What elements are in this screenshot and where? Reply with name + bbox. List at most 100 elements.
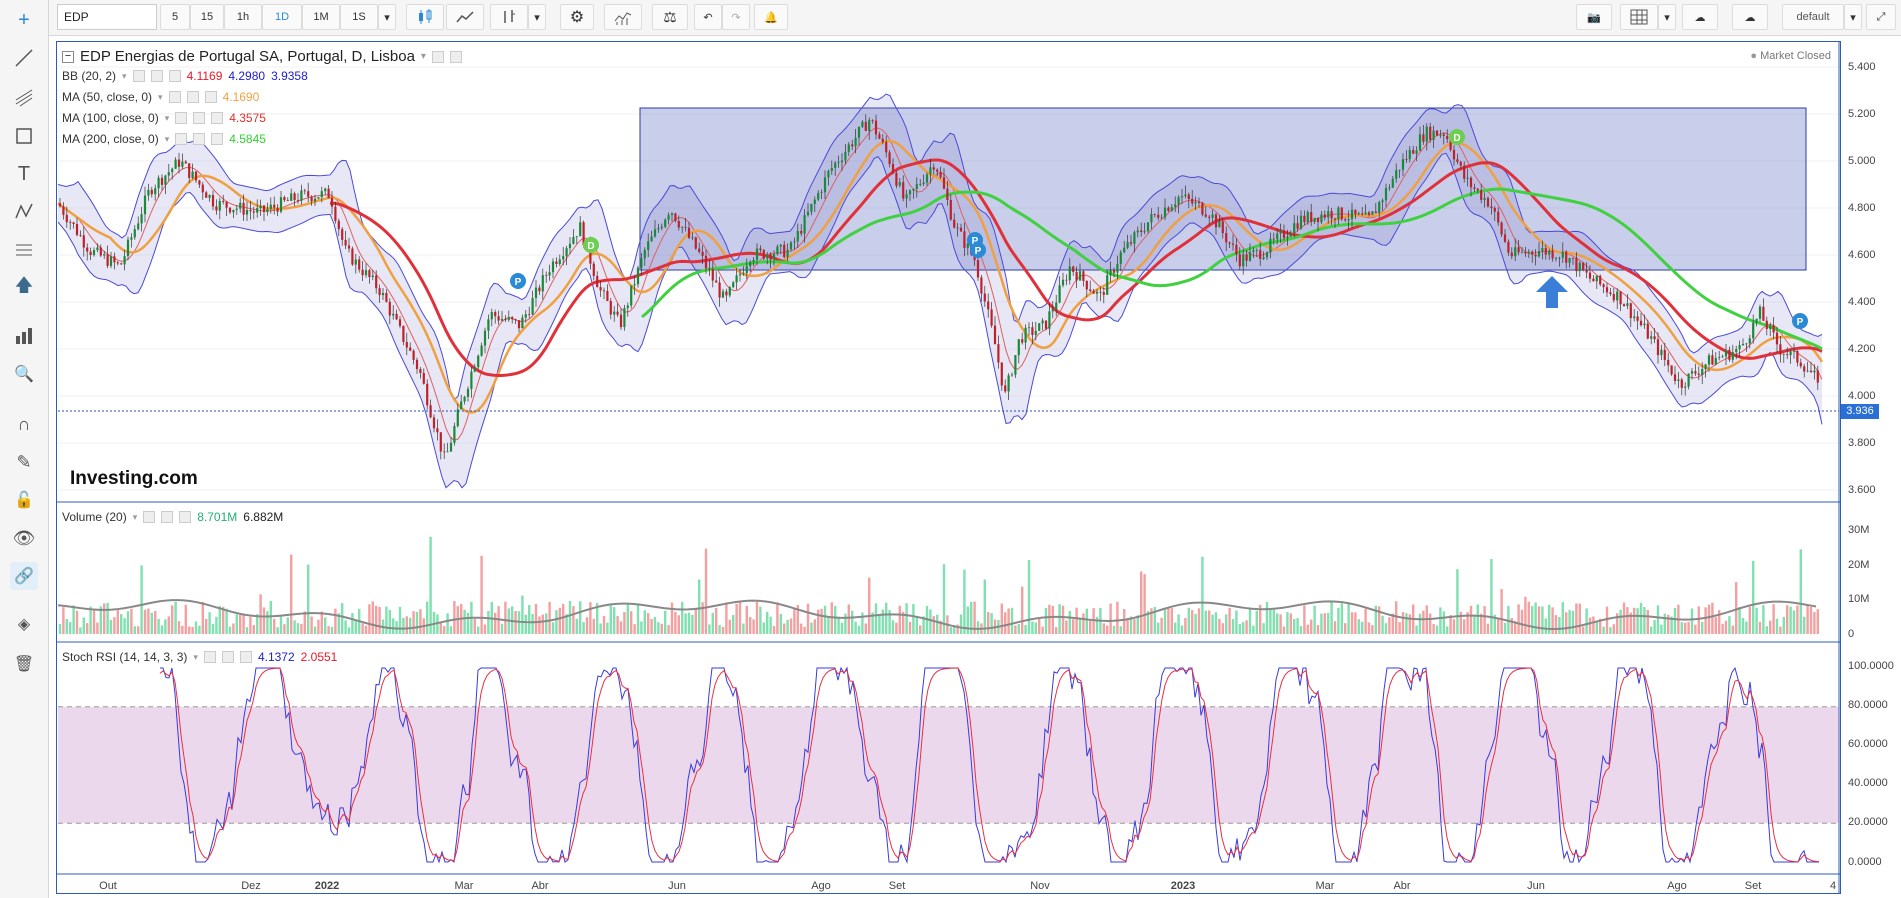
collapse-icon[interactable]: − (62, 50, 74, 63)
volume-bar (218, 605, 221, 634)
gear-icon[interactable] (449, 50, 462, 63)
candle-body (538, 287, 541, 292)
volume-bar (881, 609, 884, 634)
settings-button[interactable]: ⚙ (560, 4, 594, 30)
ma100-label[interactable]: MA (100, close, 0) (62, 111, 159, 125)
bb-label[interactable]: BB (20, 2) (62, 69, 117, 83)
text-tool[interactable]: T (10, 160, 38, 188)
candle-body (732, 282, 735, 288)
stay-drawing-tool[interactable]: ✎ (10, 448, 38, 476)
eye-icon[interactable] (203, 651, 216, 663)
hide-drawings-tool[interactable]: 👁 (10, 524, 38, 552)
pattern-tool[interactable] (10, 198, 38, 226)
fib-tool[interactable] (10, 236, 38, 264)
stoch-label[interactable]: Stoch RSI (14, 14, 3, 3) (62, 650, 188, 664)
gear-icon[interactable] (193, 133, 206, 145)
eye-icon[interactable] (175, 133, 188, 145)
interval-15[interactable]: 15 (190, 4, 224, 30)
gear-icon[interactable] (150, 70, 163, 82)
volume-label[interactable]: Volume (20) (62, 510, 127, 524)
chevron-down-icon[interactable]: ▾ (158, 91, 163, 102)
undo-button[interactable]: ↶ (694, 4, 722, 30)
close-icon[interactable] (204, 91, 217, 103)
volume-bar (953, 625, 956, 634)
candle-body (684, 226, 687, 228)
layout-name-dropdown[interactable]: ▾ (1844, 4, 1862, 30)
eye-icon[interactable] (431, 50, 444, 63)
close-icon[interactable] (211, 133, 224, 145)
chevron-down-icon[interactable]: ▾ (193, 651, 198, 662)
fullscreen-button[interactable]: ⤢ (1866, 4, 1896, 30)
gear-icon[interactable] (193, 112, 206, 124)
magnet-tool[interactable]: ∩ (10, 410, 38, 438)
candle-body (946, 188, 949, 200)
eye-icon[interactable] (168, 91, 181, 103)
object-tree-tool[interactable]: ◈ (10, 610, 38, 638)
volume-bar (990, 613, 993, 634)
redo-button[interactable]: ↷ (722, 4, 750, 30)
close-icon[interactable] (239, 651, 252, 663)
remove-drawings-tool[interactable]: 🗑 (10, 650, 38, 678)
compare-button[interactable]: ⚖ (652, 4, 688, 30)
eye-icon[interactable] (132, 70, 145, 82)
eye-icon[interactable] (143, 511, 156, 523)
measure-tool[interactable] (10, 322, 38, 350)
layout-dropdown[interactable]: ▾ (1658, 4, 1676, 30)
crosshair-tool[interactable]: + (10, 6, 38, 34)
trend-line-tool[interactable] (10, 44, 38, 72)
layout-button[interactable] (1620, 4, 1658, 30)
layout-name-select[interactable]: default (1782, 4, 1844, 30)
ma200-label[interactable]: MA (200, close, 0) (62, 132, 159, 146)
arrow-tool[interactable]: 🡅 (10, 274, 38, 302)
chevron-down-icon[interactable]: ▾ (164, 112, 170, 123)
style-dropdown[interactable]: ▾ (528, 4, 546, 30)
candle-body (324, 188, 327, 192)
chevron-down-icon[interactable]: ▾ (122, 70, 127, 81)
zoom-tool[interactable]: 🔍 (10, 360, 38, 388)
candle-body (507, 317, 510, 320)
eye-icon[interactable] (175, 112, 188, 124)
line-chart-button[interactable] (446, 4, 484, 30)
volume-bar (1303, 605, 1306, 634)
candle-body (1718, 357, 1721, 358)
chevron-down-icon[interactable]: ▾ (420, 51, 426, 62)
interval-5[interactable]: 5 (160, 4, 190, 30)
candle-body (1075, 271, 1078, 281)
sync-drawings-tool[interactable]: 🔗 (10, 562, 38, 590)
volume-bar (664, 610, 667, 634)
bar-style-button[interactable] (490, 4, 528, 30)
close-icon[interactable] (211, 112, 224, 124)
candle-body (344, 239, 347, 246)
rectangle-tool[interactable] (10, 122, 38, 150)
load-cloud-button[interactable]: ☁ (1682, 4, 1718, 30)
close-icon[interactable] (179, 511, 192, 523)
volume-bar (1554, 615, 1558, 634)
chevron-down-icon[interactable]: ▾ (164, 133, 170, 144)
interval-1h[interactable]: 1h (224, 4, 262, 30)
gear-icon[interactable] (161, 511, 174, 523)
candle-body (205, 192, 208, 198)
lock-drawings-tool[interactable]: 🔓 (10, 486, 38, 514)
save-cloud-button[interactable]: ☁ (1732, 4, 1768, 30)
interval-1s[interactable]: 1S (340, 4, 378, 30)
interval-1d[interactable]: 1D (262, 4, 302, 30)
chevron-down-icon[interactable]: ▾ (132, 511, 138, 522)
candle-body (361, 269, 364, 276)
alert-button[interactable]: 🔔 (754, 4, 788, 30)
ma50-label[interactable]: MA (50, close, 0) (62, 90, 153, 104)
screenshot-button[interactable]: 📷 (1576, 4, 1612, 30)
close-icon[interactable] (168, 70, 181, 82)
volume-bar (504, 601, 507, 634)
candle-body (123, 256, 126, 265)
interval-1m[interactable]: 1M (302, 4, 340, 30)
interval-dropdown[interactable]: ▾ (378, 4, 396, 30)
volume-bar (1622, 602, 1626, 634)
gear-icon[interactable] (221, 651, 234, 663)
symbol-input[interactable]: EDP (57, 4, 157, 30)
gear-icon[interactable] (186, 91, 199, 103)
candle-body (395, 313, 398, 320)
pitchfork-tool[interactable] (10, 84, 38, 112)
indicators-button[interactable] (604, 4, 642, 30)
candles-button[interactable] (406, 4, 444, 30)
